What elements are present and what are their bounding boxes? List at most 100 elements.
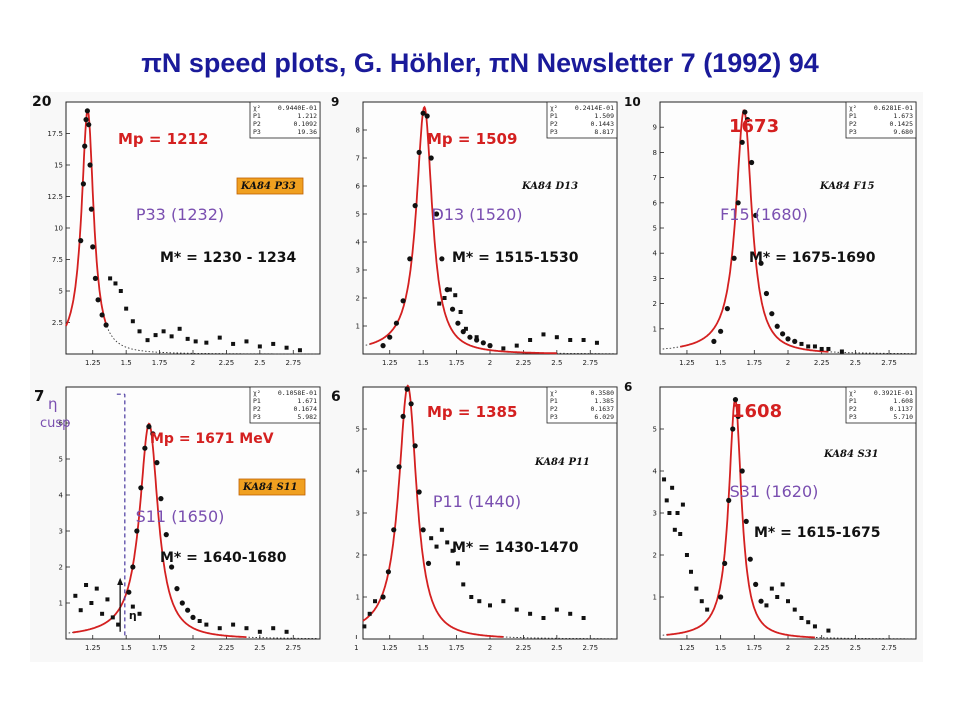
data-square [662,477,667,482]
data-square [100,611,105,616]
x-tick-label: 1.75 [449,359,465,367]
data-square [434,544,439,549]
data-point [749,159,755,166]
mass-range-label: M* = 1640-1680 [160,550,287,566]
data-square [204,622,209,627]
data-square [445,540,450,545]
data-point [420,527,426,533]
stats-value: 1.385 [594,397,614,405]
data-square [244,626,249,631]
data-square [568,611,573,616]
data-square [193,339,198,344]
data-point [474,337,480,343]
data-point [722,560,728,566]
data-point [154,460,160,466]
data-square [514,343,519,348]
stats-box [249,386,321,424]
data-point [420,110,426,116]
data-square [826,628,831,633]
stats-value: 0.1674 [294,405,318,413]
data-point [424,113,430,119]
data-square [826,346,831,351]
data-point [150,431,156,437]
data-point [742,109,748,115]
threshold-arrowhead [117,577,124,585]
data-point [86,122,92,128]
data-square [786,599,790,604]
data-square [271,626,276,631]
data-point [185,607,191,613]
mass-range-label: M* = 1675-1690 [749,250,876,266]
mass-label: Mp = 1509 [427,130,517,148]
data-square [469,595,474,599]
data-point [735,200,741,206]
y-tick-label: 3 [59,528,63,536]
data-point [87,162,93,168]
plot-s31: 1 2 3 4 5 1.25 1.5 1.75 2 2.25 2.5 2.75 6 χ² 0.3921E-0… [624,380,917,652]
x-tick-label: 2.5 [254,359,265,367]
data-point [460,329,466,335]
x-tick-label: 1.25 [85,644,101,652]
data-square [362,624,367,629]
y-tick-label: 12.5 [47,193,63,201]
data-square [764,603,769,608]
x-tick-label: 2 [488,359,492,367]
stats-key: P1 [849,112,857,120]
data-square [541,332,546,337]
data-square [244,339,249,344]
panel-s11: 1 2 3 4 5 6 1.25 1.5 1.75 2 2.25 2.5 2.75 7 χ² 0.1058E-… [30,377,327,662]
data-square [73,593,78,598]
y-tick-label: 4 [653,468,658,476]
y-tick-label: 7 [356,155,360,163]
dataset-label: KA84 P11 [534,457,590,468]
data-point [387,334,393,340]
data-square [367,611,372,616]
stats-box [845,386,917,424]
data-point [718,594,724,600]
data-point [396,464,402,470]
stats-value: 1.212 [297,112,317,120]
stats-value: 0.6281E-01 [874,104,913,112]
stats-value: 0.1058E-01 [278,389,317,397]
data-point [739,139,745,145]
data-point [726,497,732,503]
data-square [699,599,704,604]
stats-value: 6.029 [594,413,614,421]
y-tick-label: 3 [356,267,360,275]
data-square [217,626,222,631]
mass-label: Mp = 1671 MeV [150,431,274,447]
stats-key: P2 [253,120,261,128]
data-square [231,622,236,627]
data-point [744,117,751,123]
stats-key: P3 [849,413,857,421]
data-square [450,548,455,553]
stats-value: 0.3580 [591,389,615,397]
y-tick-label: 5 [356,211,360,219]
data-square [373,599,378,604]
x-tick-label: 2.75 [582,644,598,652]
data-square [130,604,135,609]
data-square [84,583,89,587]
y-tick-label: 5 [653,426,657,434]
data-point [433,211,440,217]
data-point [126,589,132,595]
stats-value: 0.1425 [890,120,914,128]
plot-frame [362,101,618,355]
data-point [455,320,461,326]
stats-box [546,101,618,139]
data-point [412,203,418,209]
y-tick-label: 1 [356,323,360,331]
data-square [694,586,699,591]
y-tick-label: 3 [653,510,657,518]
data-square [124,306,129,311]
x-tick-label: 1.75 [449,644,465,652]
data-point [88,206,94,212]
x-tick-label: 2.75 [881,359,897,367]
data-square [161,329,166,334]
x-tick-label: 2.25 [516,359,532,367]
stats-key: χ² [550,104,558,112]
data-point [138,485,144,491]
data-point [90,244,96,250]
data-square [514,607,519,612]
data-point [400,413,406,419]
